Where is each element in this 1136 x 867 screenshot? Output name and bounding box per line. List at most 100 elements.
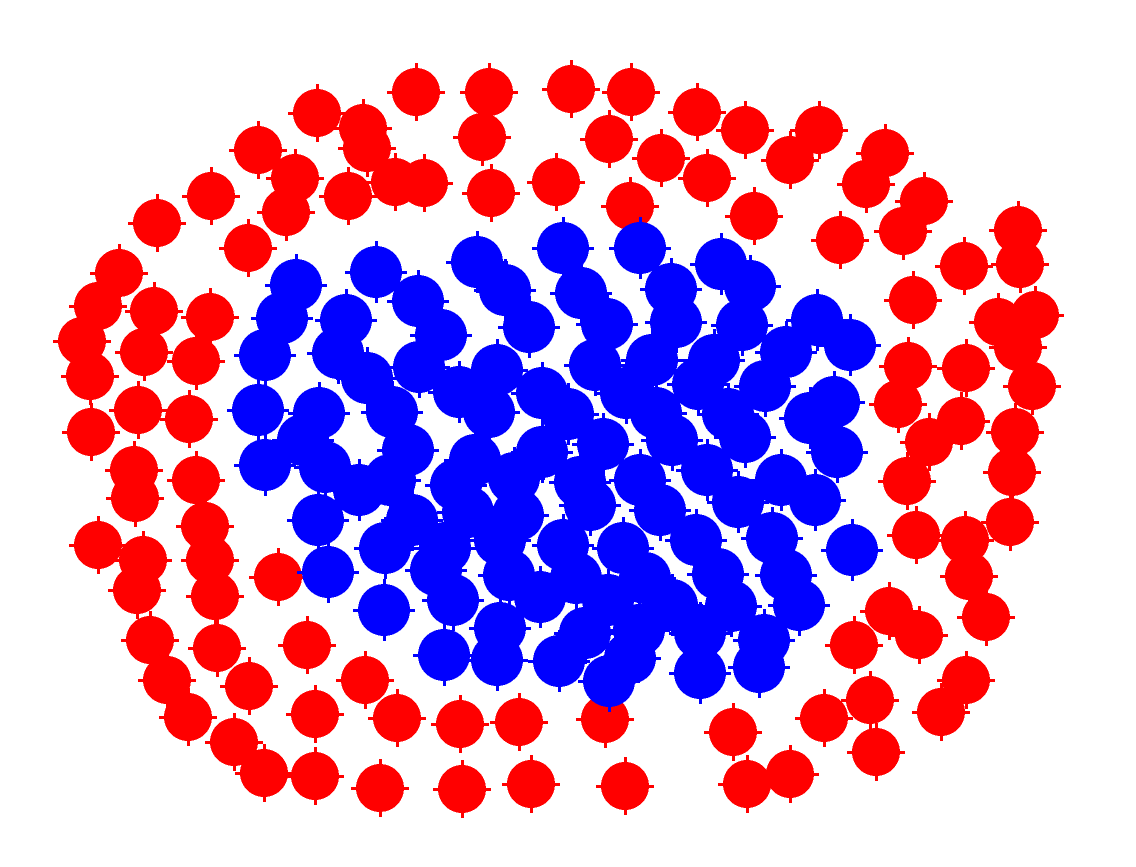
blue-blob-tick-53-1	[415, 479, 421, 482]
red-blob-79	[283, 621, 331, 669]
red-blob-tick-34-1	[142, 272, 148, 275]
red-blob-tick-28-1	[947, 200, 953, 203]
blue-blob-tick-50-1	[862, 451, 868, 454]
blue-blob-tick-34-2	[833, 371, 836, 377]
blue-blob-tick-97-0	[466, 659, 472, 662]
red-blob-tick-3-1	[439, 91, 445, 94]
red-blob-tick-54-2	[960, 392, 963, 398]
blue-blob-tick-33-0	[734, 385, 740, 388]
red-blob-tick-83-1	[388, 679, 394, 682]
red-blob-96	[852, 728, 900, 776]
blue-blob-tick-65-2	[659, 479, 662, 485]
blue-blob-tick-74-2	[695, 509, 698, 515]
blue-blob-tick-71-1	[525, 539, 531, 542]
red-blob-tick-75-3	[918, 658, 921, 664]
red-blob-tick-27-1	[889, 183, 895, 186]
red-blob-55	[991, 408, 1039, 456]
blue-blob-tick-89-3	[730, 631, 733, 637]
blue-blob-tick-17-0	[711, 324, 717, 327]
red-blob-tick-101-1	[554, 783, 560, 786]
red-blob-tick-66-2	[1009, 493, 1012, 499]
blue-blob-0	[537, 222, 589, 274]
red-blob-tick-94-2	[940, 683, 943, 689]
red-blob-tick-75-2	[918, 606, 921, 612]
blue-blob-47	[577, 418, 629, 470]
red-blob-99	[356, 764, 404, 812]
red-blob-tick-23-2	[490, 164, 493, 170]
blue-blob-tick-95-2	[763, 609, 766, 615]
red-blob-tick-53-3	[897, 427, 900, 433]
blue-blob-101	[733, 641, 785, 693]
blue-blob-14	[503, 301, 555, 353]
blue-blob-tick-11-1	[307, 317, 313, 320]
blue-blob-tick-38-0	[458, 411, 464, 414]
red-blob-tick-85-2	[187, 688, 190, 694]
red-blob-tick-44-0	[115, 351, 121, 354]
red-blob-tick-79-2	[306, 616, 309, 622]
blue-blob-tick-65-1	[685, 509, 691, 512]
blue-blob-65	[634, 484, 686, 536]
blue-blob-tick-56-0	[549, 481, 555, 484]
red-blob-23	[467, 169, 515, 217]
red-blob-tick-2-1	[390, 147, 396, 150]
blue-blob-tick-39-2	[567, 383, 570, 389]
blue-blob-tick-32-0	[667, 383, 673, 386]
red-blob-tick-7-3	[696, 135, 699, 141]
red-blob-tick-86-3	[314, 737, 317, 743]
red-blob-29	[133, 199, 181, 247]
red-blob-tick-76-3	[985, 640, 988, 646]
red-blob-tick-45-3	[195, 384, 198, 390]
blue-blob-tick-12-0	[315, 319, 321, 322]
blue-blob-tick-93-2	[638, 599, 641, 605]
blue-blob-tick-24-0	[621, 359, 627, 362]
blue-blob-tick-60-3	[358, 515, 361, 521]
red-blob-tick-26-3	[753, 239, 756, 245]
blue-blob-tick-60-0	[328, 489, 334, 492]
red-blob-tick-22-1	[418, 181, 424, 184]
red-blob-tick-78-2	[216, 619, 219, 625]
blue-blob-tick-54-2	[455, 454, 458, 460]
blue-blob-tick-24-2	[651, 329, 654, 335]
red-blob-tick-24-2	[555, 153, 558, 159]
red-blob-tick-46-1	[1041, 346, 1047, 349]
red-blob-tick-59-3	[928, 465, 931, 471]
red-blob-tick-102-0	[596, 785, 602, 788]
red-blob-tick-6-0	[602, 91, 608, 94]
red-blob-tick-49-3	[965, 391, 968, 397]
red-blob-tick-81-0	[138, 679, 144, 682]
red-blob-tick-39-2	[153, 282, 156, 288]
blue-blob-tick-85-1	[478, 599, 484, 602]
red-blob-tick-42-2	[1034, 286, 1037, 292]
blue-blob-tick-63-1	[543, 514, 549, 517]
blue-blob-tick-54-0	[425, 484, 431, 487]
blue-blob-tick-28-0	[336, 377, 342, 380]
blue-blob-tick-100-1	[725, 672, 731, 675]
red-blob-tick-93-1	[893, 699, 899, 702]
blue-blob-tick-57-1	[665, 479, 671, 482]
red-blob-4	[465, 68, 513, 116]
red-blob-tick-0-1	[340, 112, 346, 115]
red-blob-tick-18-1	[813, 159, 819, 162]
red-blob-tick-100-1	[485, 788, 491, 791]
blue-blob-tick-48-2	[671, 409, 674, 415]
red-blob-tick-29-1	[180, 222, 186, 225]
red-blob-tick-8-2	[744, 101, 747, 107]
red-blob-tick-52-1	[212, 418, 218, 421]
blue-blob-tick-35-3	[257, 435, 260, 441]
blue-blob-4	[350, 246, 402, 298]
red-blob-12	[324, 172, 372, 220]
red-blob-66	[986, 498, 1034, 546]
blue-blob-tick-1-1	[665, 247, 671, 250]
red-blob-75	[895, 611, 943, 659]
red-blob-tick-35-1	[987, 265, 993, 268]
blue-blob-tick-5-2	[295, 254, 298, 260]
red-blob-tick-44-3	[143, 375, 146, 381]
blue-blob-tick-13-0	[410, 334, 416, 337]
blue-blob-tick-57-2	[639, 449, 642, 455]
red-blob-tick-56-1	[114, 431, 120, 434]
blue-blob-tick-66-0	[707, 501, 713, 504]
blue-blob-tick-97-2	[496, 629, 499, 635]
red-blob-tick-37-0	[884, 299, 890, 302]
blue-blob-1	[614, 222, 666, 274]
